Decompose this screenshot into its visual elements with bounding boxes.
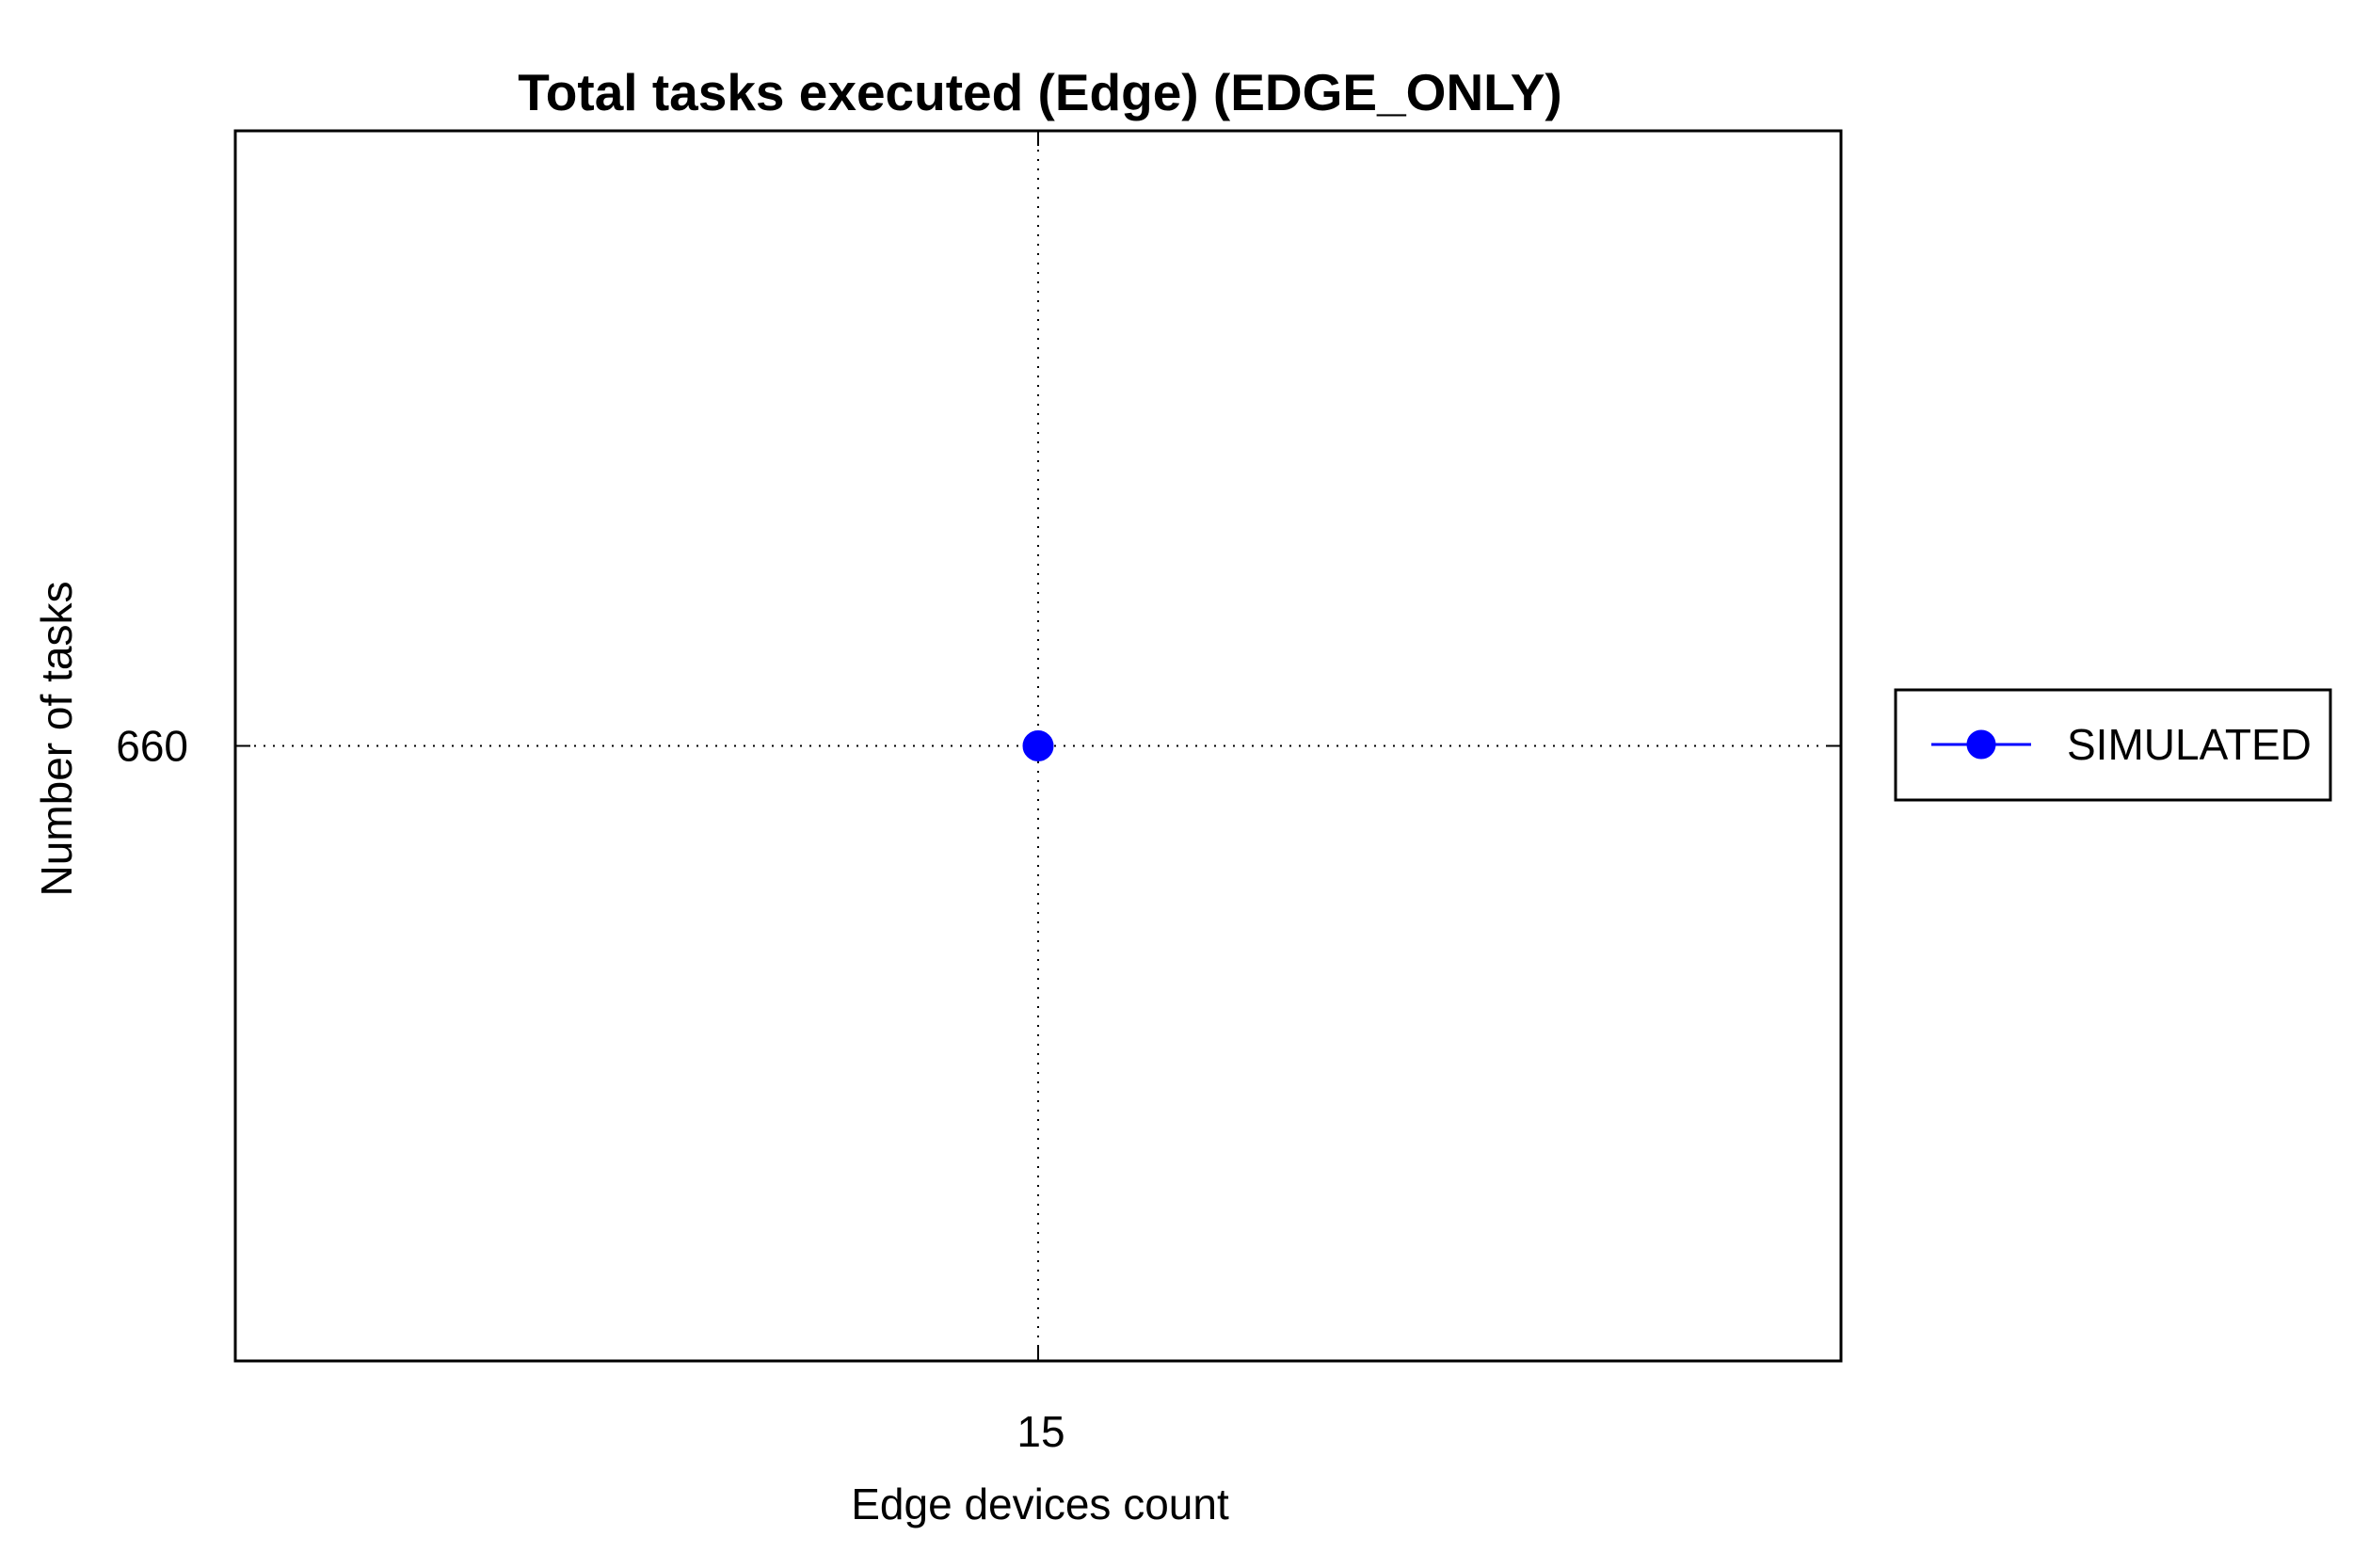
x-axis-label: Edge devices count	[851, 1480, 1229, 1528]
series-layer	[1022, 730, 1054, 761]
legend: SIMULATED	[1894, 688, 2332, 802]
tick-layer: 15 660	[116, 131, 1841, 1456]
data-point	[1022, 730, 1054, 761]
legend-entry-simulated: SIMULATED	[2067, 720, 2312, 769]
y-tick-label: 660	[116, 722, 188, 771]
y-axis-label: Number of tasks	[32, 582, 81, 897]
x-tick-label: 15	[1016, 1407, 1064, 1456]
chart-title: Total tasks executed (Edge) (EDGE_ONLY)	[518, 63, 1561, 121]
legend-marker	[1966, 729, 1996, 760]
grid-layer	[235, 131, 1841, 1361]
